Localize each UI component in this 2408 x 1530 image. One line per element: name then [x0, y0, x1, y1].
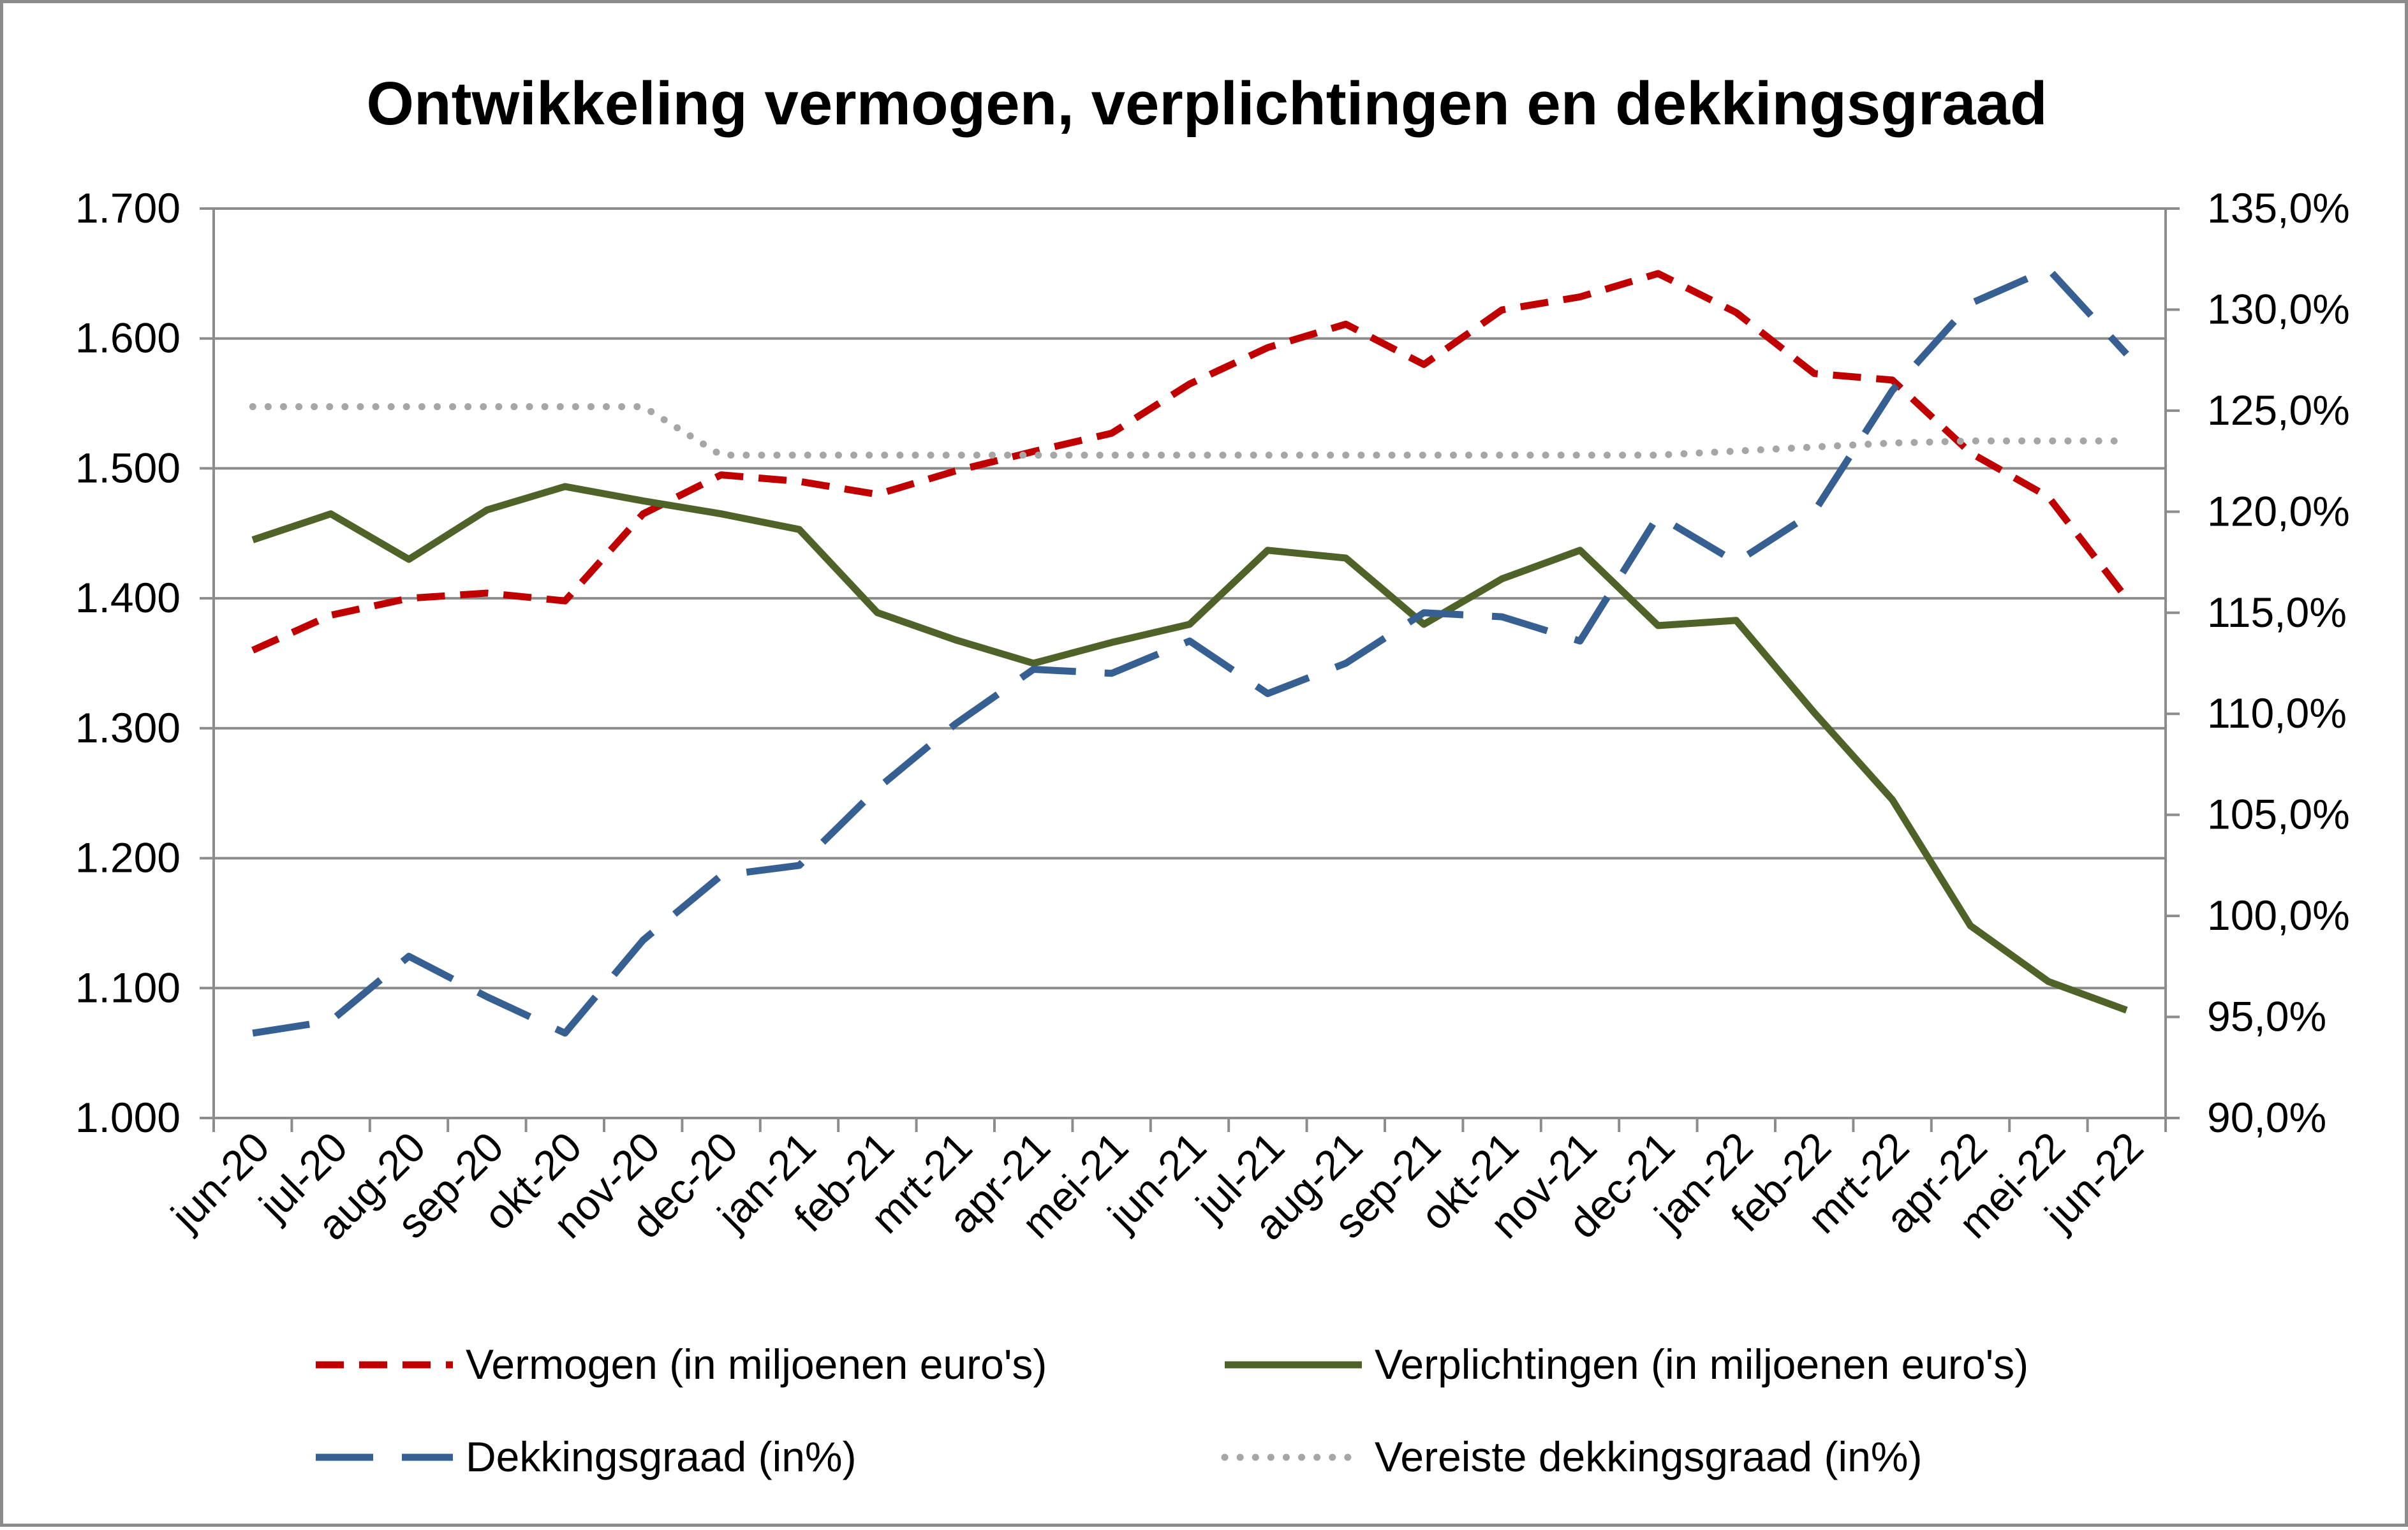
line-chart: Ontwikkeling vermogen, verplichtingen en… [75, 70, 2350, 1480]
y2-tick-label: 105,0% [2207, 791, 2350, 838]
y2-tick-label: 95,0% [2207, 993, 2326, 1040]
axes [200, 207, 2180, 1132]
gridlines [214, 207, 2166, 990]
y-tick-label: 1.600 [75, 314, 181, 362]
y2-tick-label: 100,0% [2207, 892, 2350, 939]
y2-tick-label: 125,0% [2207, 386, 2350, 434]
y-tick-label: 1.400 [75, 574, 181, 621]
legend-label-1: Verplichtingen (in miljoenen euro's) [1375, 1341, 2028, 1388]
y2-tick-label: 115,0% [2207, 589, 2347, 636]
y2-tick-label: 90,0% [2207, 1094, 2326, 1141]
legend-label-3: Vereiste dekkingsgraad (in%) [1375, 1433, 1922, 1480]
y2-tick-label: 120,0% [2207, 487, 2350, 534]
y-tick-label: 1.100 [75, 964, 181, 1011]
series-line-1 [251, 483, 2128, 1014]
y-tick-label: 1.200 [75, 834, 181, 881]
legend-label-0: Vermogen (in miljoenen euro's) [466, 1341, 1047, 1388]
right-axis-ticks: 90,0% 95,0% 100,0% 105,0% 110,0% 115,0% 120,0%… [2207, 184, 2350, 1141]
y2-tick-label: 135,0% [2207, 184, 2350, 232]
series-lines [249, 265, 2131, 1037]
chart-title: Ontwikkeling vermogen, verplichtingen en… [366, 70, 2047, 138]
series-line-3 [249, 403, 2131, 459]
y2-tick-label: 110,0% [2207, 689, 2347, 737]
y-tick-label: 1.300 [75, 704, 181, 751]
legend-label-2: Dekkingsgraad (in%) [466, 1433, 857, 1480]
series-line-0 [251, 270, 2130, 654]
x-axis-ticks: jun-20jul-20aug-20sep-20okt-20nov-20dec-… [161, 1123, 2152, 1249]
y2-tick-label: 130,0% [2207, 285, 2350, 332]
series-line-2 [252, 265, 2129, 1037]
y-tick-label: 1.500 [75, 444, 181, 491]
y-tick-label: 1.700 [75, 184, 181, 232]
y-tick-label: 1.000 [75, 1094, 181, 1141]
left-axis-ticks: 1.000 1.100 1.200 1.300 1.400 1.500 1.600 1.700 [75, 184, 181, 1141]
legend: Vermogen (in miljoenen euro's) Verplichti… [316, 1341, 2028, 1480]
